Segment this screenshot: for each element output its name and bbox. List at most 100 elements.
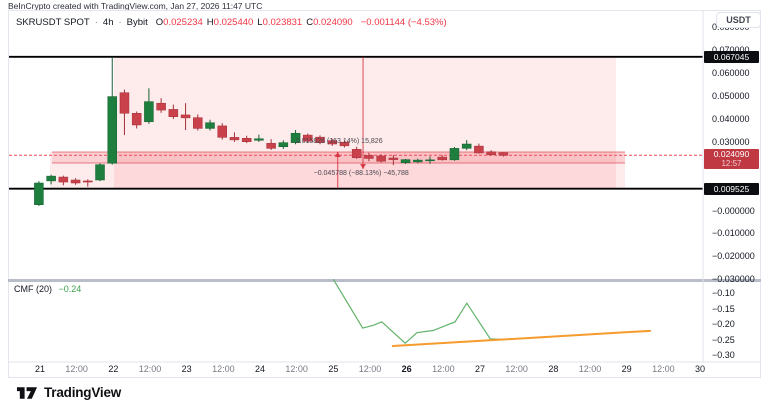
candle xyxy=(70,179,81,184)
cmf-axis-label[interactable]: −0.10 xyxy=(712,288,735,298)
ohlc-value: 0.023831 xyxy=(262,17,303,28)
candle xyxy=(376,155,386,162)
time-axis-label[interactable]: 12:00 xyxy=(285,364,308,374)
price-axis-label[interactable]: −0.030000 xyxy=(712,274,755,285)
exchange-label[interactable]: Bybit xyxy=(126,17,148,28)
price-axis-label[interactable]: 0.040000 xyxy=(712,113,750,124)
measure-label: −0.045788 (−88.13%) −45,788 xyxy=(313,170,409,177)
candle xyxy=(229,137,240,141)
trend-line[interactable] xyxy=(391,329,652,348)
time-axis-label[interactable]: 12:00 xyxy=(212,364,235,374)
candle xyxy=(131,113,142,126)
price-line-label: 0.009525 xyxy=(704,182,759,195)
ohlc-key: H xyxy=(206,17,214,28)
price-axis-label[interactable]: −0.020000 xyxy=(712,251,755,262)
ohlc-value: 0.025440 xyxy=(213,17,254,28)
time-axis-label[interactable]: 24 xyxy=(254,364,265,374)
candle xyxy=(315,136,325,143)
time-axis-label[interactable]: 21 xyxy=(34,364,46,374)
candle xyxy=(486,151,496,156)
time-axis-label[interactable]: 25 xyxy=(328,364,339,374)
candle xyxy=(400,159,411,164)
time-axis-label[interactable]: 12:00 xyxy=(138,364,162,374)
cmf-axis-label[interactable]: −0.30 xyxy=(712,350,735,360)
candle xyxy=(193,117,203,129)
time-axis-label[interactable]: 27 xyxy=(474,364,485,374)
candle xyxy=(351,149,362,159)
measure-label: 0.015826 (163.14%) 15,826 xyxy=(295,137,383,145)
cmf-indicator-title: CMF (20) xyxy=(14,284,52,294)
price-axis-label[interactable]: 0.030000 xyxy=(712,136,750,147)
time-axis-label[interactable]: 12:00 xyxy=(432,364,455,374)
cmf-indicator-value: −0.24 xyxy=(58,284,82,294)
tradingview-logo-link[interactable]: TradingView xyxy=(16,385,121,400)
candle xyxy=(144,101,154,123)
price-axis-label[interactable]: 0.050000 xyxy=(712,90,750,101)
price-axis-label[interactable]: −0.010000 xyxy=(712,228,755,239)
separator: · xyxy=(118,17,122,28)
price-axis-label[interactable]: 0.060000 xyxy=(712,67,750,78)
symbol-name[interactable]: SKRUSDT SPOT xyxy=(16,17,90,28)
time-axis-label[interactable]: 28 xyxy=(548,364,559,374)
cmf-line xyxy=(332,279,503,345)
candle xyxy=(58,176,69,183)
candle xyxy=(34,182,44,206)
time-axis-label[interactable]: 12:00 xyxy=(358,364,382,374)
chart-frame xyxy=(8,10,761,378)
candle xyxy=(180,114,191,119)
time-axis-label[interactable]: 29 xyxy=(621,364,632,374)
cmf-axis-label[interactable]: −0.20 xyxy=(712,319,735,329)
time-axis-label[interactable]: 26 xyxy=(401,364,412,374)
time-axis-label[interactable]: 12:00 xyxy=(578,364,602,374)
tradingview-logo-text: TradingView xyxy=(44,385,122,400)
candle xyxy=(327,140,337,145)
candle xyxy=(388,157,399,160)
candle xyxy=(413,159,423,163)
measure-arrowhead xyxy=(360,164,367,170)
cmf-axis-label[interactable]: −0.25 xyxy=(712,334,735,345)
tradingview-icon xyxy=(16,386,38,399)
candle xyxy=(474,145,484,154)
candle xyxy=(205,122,215,129)
ohlc-key: C xyxy=(306,17,314,28)
candle xyxy=(278,142,289,148)
chart-legend: SKRUSDT SPOT · 4h · Bybit O0.025234 H0.02… xyxy=(16,17,447,28)
measure-arrowhead xyxy=(334,151,341,157)
candle xyxy=(449,148,460,161)
time-axis-label[interactable]: 12:00 xyxy=(505,364,528,374)
candle xyxy=(364,155,374,159)
pane-divider[interactable] xyxy=(8,279,761,282)
ohlc-value: 0.025234 xyxy=(163,17,203,28)
separator: · xyxy=(94,17,98,28)
candle xyxy=(498,152,509,156)
candle xyxy=(461,143,472,149)
change-value: −0.001144 (−4.53%) xyxy=(360,17,447,28)
price-axis-label[interactable]: 0.070000 xyxy=(712,45,750,55)
candle xyxy=(254,138,264,141)
time-axis-label[interactable]: 22 xyxy=(108,364,119,374)
candle xyxy=(437,156,447,161)
last-price-label: 0.024090 12:57 xyxy=(704,149,759,170)
cmf-indicator-legend[interactable]: CMF (20) −0.24 xyxy=(14,284,81,294)
cmf-axis-label[interactable]: −0.15 xyxy=(712,303,735,314)
time-axis-label[interactable]: 12:00 xyxy=(65,364,88,374)
candle xyxy=(217,125,227,138)
currency-toggle-button[interactable]: USDT xyxy=(716,12,761,28)
ohlc-values: O0.025234 H0.025440 L0.023831 C0.024090 xyxy=(152,17,353,28)
attribution-text: BeInCrypto created with TradingView.com,… xyxy=(8,1,263,11)
candle xyxy=(119,92,130,114)
candle xyxy=(290,132,301,143)
time-axis-label[interactable]: 30 xyxy=(694,364,705,374)
price-axis-label[interactable]: −0.000000 xyxy=(712,205,755,216)
candle xyxy=(46,175,56,182)
candle xyxy=(266,143,276,149)
time-axis-label[interactable]: 12:00 xyxy=(652,364,675,374)
candle xyxy=(303,134,313,142)
candle xyxy=(156,102,166,111)
candle xyxy=(425,159,435,162)
interval-label[interactable]: 4h xyxy=(102,17,114,28)
candle xyxy=(339,141,350,147)
time-axis-label[interactable]: 23 xyxy=(181,364,192,374)
